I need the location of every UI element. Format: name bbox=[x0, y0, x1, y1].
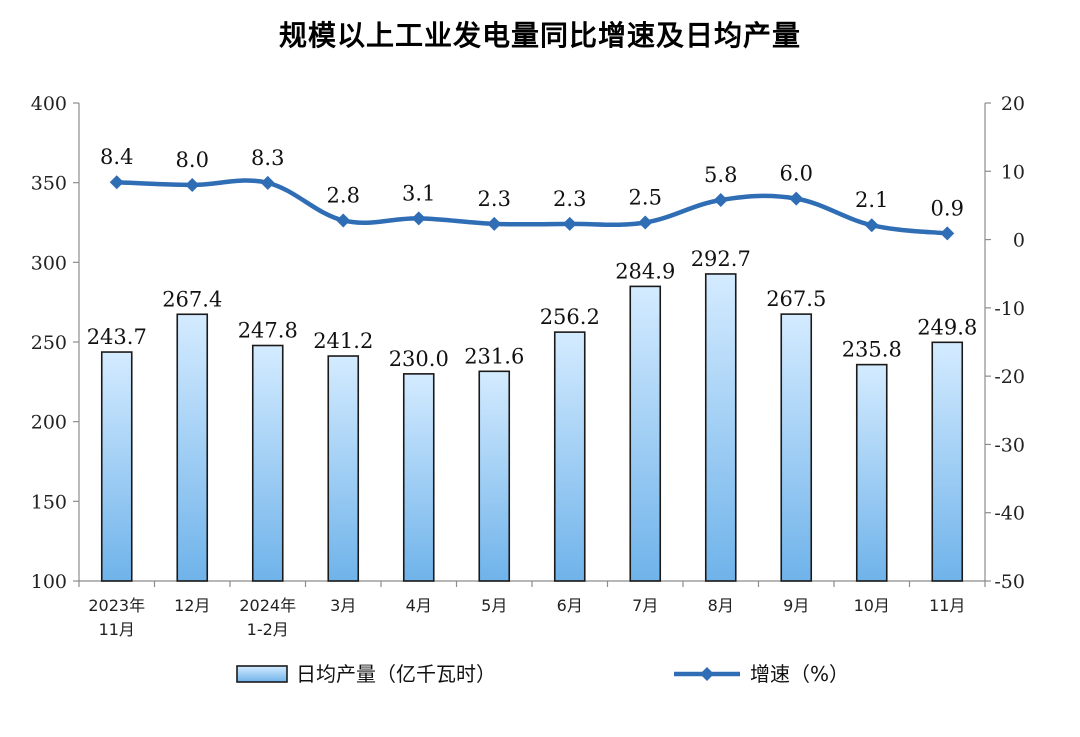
bar-series bbox=[100, 273, 964, 582]
line-marker bbox=[185, 177, 200, 192]
x-tick-label: 1-2月 bbox=[247, 620, 289, 639]
y-left-tick-label: 300 bbox=[31, 252, 67, 274]
line-value-label: 5.8 bbox=[704, 163, 737, 187]
x-tick-label: 2024年 bbox=[239, 596, 296, 615]
line-value-label: 8.4 bbox=[100, 145, 133, 169]
y-right-tick-label: -50 bbox=[994, 571, 1025, 593]
line-marker bbox=[109, 175, 124, 190]
y-right-tick-label: 20 bbox=[1001, 93, 1025, 115]
bar bbox=[931, 341, 964, 582]
x-tick-label: 4月 bbox=[406, 596, 432, 615]
line-marker bbox=[789, 191, 804, 206]
y-right-tick-label: 0 bbox=[1013, 230, 1025, 252]
bar bbox=[327, 355, 360, 582]
legend-line-label: 增速（%） bbox=[750, 662, 849, 686]
x-tick-label: 11月 bbox=[929, 596, 965, 615]
line-value-label: 2.8 bbox=[327, 183, 360, 207]
bar bbox=[100, 351, 133, 582]
line-value-label: 6.0 bbox=[780, 162, 813, 186]
axes: 100 150 200 250 300 350 400 -50 -40 -30 -20 -10 0 10 2… bbox=[31, 93, 1025, 639]
x-tick-label: 12月 bbox=[174, 596, 210, 615]
bar-value-label: 230.0 bbox=[389, 347, 449, 371]
bar-value-label: 267.5 bbox=[766, 287, 826, 311]
bar bbox=[780, 313, 813, 582]
bar bbox=[402, 373, 435, 582]
line-marker bbox=[411, 211, 426, 226]
y-left-tick-label: 250 bbox=[31, 332, 67, 354]
bar bbox=[704, 273, 737, 582]
bar-value-label: 235.8 bbox=[842, 338, 902, 362]
legend-bar-swatch bbox=[236, 665, 288, 683]
x-tick-label: 9月 bbox=[783, 596, 809, 615]
x-tick-label: 10月 bbox=[854, 596, 890, 615]
y-left-tick-label: 200 bbox=[31, 412, 67, 434]
line-marker bbox=[713, 192, 728, 207]
line-value-label: 2.5 bbox=[629, 186, 662, 210]
y-right-tick-label: -10 bbox=[994, 298, 1025, 320]
x-tick-label: 8月 bbox=[708, 596, 734, 615]
line-marker bbox=[487, 216, 502, 231]
bar bbox=[176, 313, 209, 582]
bar-value-label: 267.4 bbox=[162, 287, 222, 311]
line-value-label: 2.3 bbox=[478, 187, 511, 211]
line-marker bbox=[864, 218, 879, 233]
chart-title: 规模以上工业发电量同比增速及日均产量 bbox=[278, 19, 801, 52]
x-tick-label: 5月 bbox=[481, 596, 507, 615]
x-tick-label: 2023年 bbox=[88, 596, 145, 615]
bar-value-label: 241.2 bbox=[313, 329, 373, 353]
bar-value-label: 247.8 bbox=[238, 319, 298, 343]
line-value-label: 3.1 bbox=[402, 181, 435, 205]
data-labels: 243.7 267.4 247.8 241.2 230.0 231.6 256.2 284.9… bbox=[87, 145, 978, 371]
bar-value-label: 231.6 bbox=[464, 344, 524, 368]
growth-line bbox=[116, 178, 948, 236]
y-left-tick-label: 350 bbox=[31, 173, 67, 195]
y-left-tick-label: 400 bbox=[31, 93, 67, 115]
line-marker bbox=[260, 175, 275, 190]
x-tick-label: 11月 bbox=[99, 620, 135, 639]
y-right-tick-label: 10 bbox=[1001, 161, 1025, 183]
bar bbox=[855, 363, 888, 582]
bar bbox=[251, 344, 284, 582]
bar-value-label: 292.7 bbox=[691, 247, 751, 271]
bar bbox=[629, 285, 662, 582]
y-right-tick-label: -20 bbox=[994, 366, 1025, 388]
bar-value-label: 243.7 bbox=[87, 325, 147, 349]
bar-value-label: 249.8 bbox=[917, 315, 977, 339]
line-marker bbox=[638, 215, 653, 230]
bar bbox=[553, 331, 586, 582]
y-left-tick-label: 100 bbox=[31, 571, 67, 593]
legend-line-marker bbox=[700, 667, 714, 681]
bar bbox=[478, 370, 511, 582]
legend: 日均产量（亿千瓦时） 增速（%） bbox=[236, 662, 849, 686]
y-left-tick-label: 150 bbox=[31, 491, 67, 513]
line-marker bbox=[940, 226, 955, 241]
x-tick-label: 7月 bbox=[632, 596, 658, 615]
bar-value-label: 284.9 bbox=[615, 259, 675, 283]
line-marker bbox=[336, 213, 351, 228]
x-tick-label: 6月 bbox=[557, 596, 583, 615]
legend-bar-label: 日均产量（亿千瓦时） bbox=[296, 662, 496, 686]
line-series bbox=[109, 175, 955, 241]
line-value-label: 0.9 bbox=[931, 196, 964, 220]
line-value-label: 8.0 bbox=[176, 148, 209, 172]
x-tick-label: 3月 bbox=[330, 596, 356, 615]
bar-value-label: 256.2 bbox=[540, 305, 600, 329]
line-value-label: 8.3 bbox=[251, 146, 284, 170]
y-right-tick-label: -30 bbox=[994, 434, 1025, 456]
y-right-tick-label: -40 bbox=[994, 503, 1025, 525]
line-value-label: 2.3 bbox=[553, 187, 586, 211]
line-marker bbox=[562, 216, 577, 231]
line-value-label: 2.1 bbox=[855, 188, 888, 212]
